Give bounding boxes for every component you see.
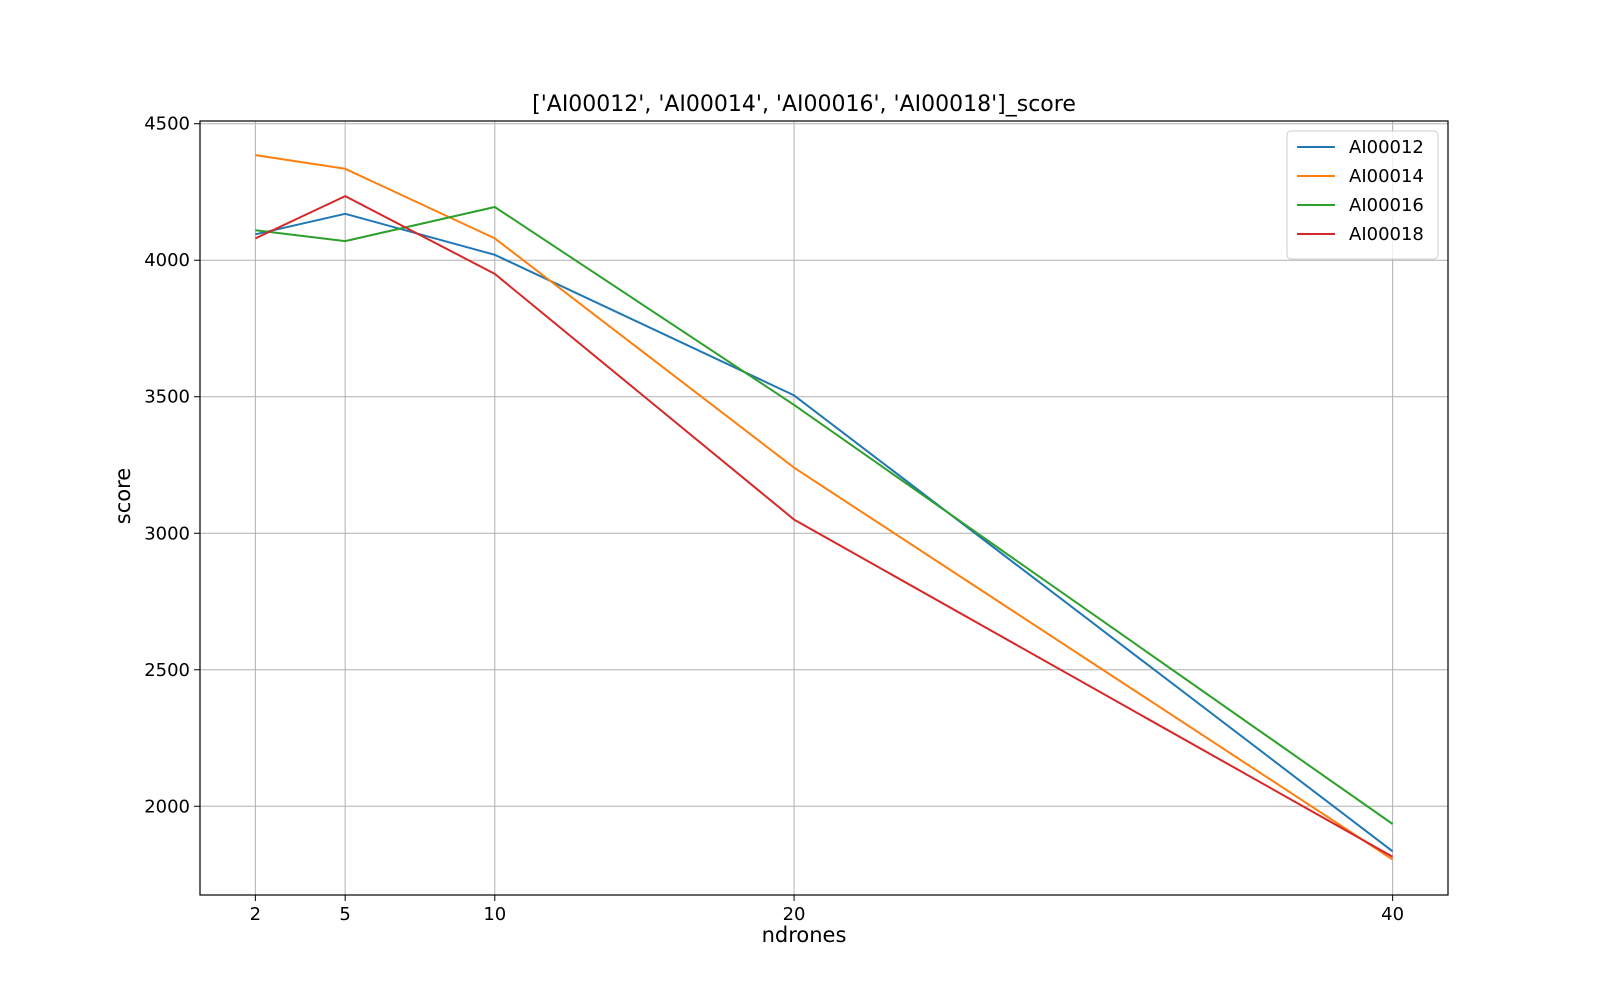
legend-label: AI00016 [1349, 195, 1424, 216]
legend-label: AI00014 [1349, 166, 1424, 187]
y-tick-label: 3000 [144, 523, 190, 544]
y-axis-label: score [111, 468, 135, 524]
legend-label: AI00012 [1349, 137, 1424, 158]
x-axis-label: ndrones [762, 923, 847, 947]
y-tick-label: 4500 [144, 114, 190, 135]
x-tick-label: 20 [783, 904, 806, 925]
series-line-ai00012 [255, 212, 1394, 853]
plot-area-frame [199, 120, 1449, 896]
x-tick-label: 2 [250, 904, 261, 925]
x-tick-label: 10 [483, 904, 506, 925]
y-tick-label: 2000 [144, 796, 190, 817]
series-line-ai00018 [254, 195, 1394, 858]
axis-ticks: 2 5 10 20 40 2000 2500 3000 3500 4000 4500 [144, 114, 1404, 925]
grid [200, 121, 1448, 895]
x-tick-label: 40 [1381, 904, 1404, 925]
series-line-ai00016 [255, 206, 1394, 825]
legend-box [1286, 130, 1439, 260]
y-tick-label: 4000 [144, 250, 190, 271]
series-line-ai00014 [255, 154, 1394, 861]
y-tick-label: 2500 [144, 660, 190, 681]
legend: AI00012 AI00014 AI00016 AI00018 [1286, 130, 1439, 260]
series-lines [254, 154, 1394, 861]
legend-label: AI00018 [1349, 224, 1424, 245]
chart-title: ['AI00012', 'AI00014', 'AI00016', 'AI000… [532, 92, 1076, 117]
x-tick-label: 5 [339, 904, 350, 925]
y-tick-label: 3500 [144, 387, 190, 408]
